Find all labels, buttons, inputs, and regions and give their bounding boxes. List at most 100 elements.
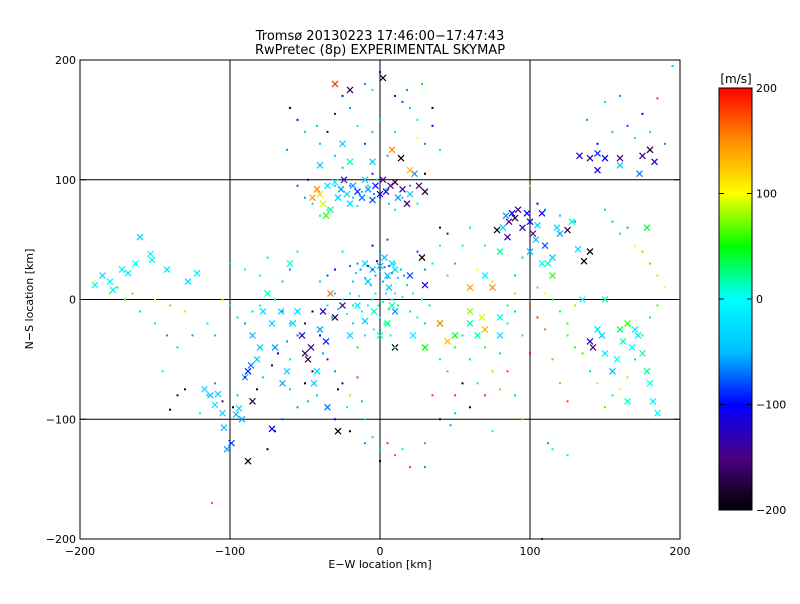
velocity-cross-marker: [523, 209, 531, 217]
velocity-dot-marker: [529, 304, 531, 307]
velocity-dot-marker: [394, 292, 396, 295]
velocity-cross-marker: [499, 224, 507, 232]
velocity-dot-marker: [409, 466, 411, 469]
velocity-cross-marker: [421, 188, 429, 196]
velocity-dot-marker: [439, 148, 441, 151]
velocity-dot-marker: [124, 298, 126, 301]
velocity-dot-marker: [334, 112, 336, 115]
velocity-cross-marker: [601, 296, 609, 303]
velocity-dot-marker: [454, 262, 456, 265]
velocity-cross-marker: [364, 278, 372, 285]
velocity-dot-marker: [634, 244, 636, 247]
velocity-dot-marker: [544, 328, 546, 331]
velocity-dot-marker: [355, 272, 357, 275]
velocity-dot-marker: [364, 418, 366, 421]
velocity-dot-marker: [386, 276, 389, 279]
data-points: [91, 64, 674, 540]
velocity-cross-marker: [504, 233, 511, 241]
velocity-dot-marker: [469, 358, 471, 361]
velocity-dot-marker: [484, 346, 486, 349]
y-tick-label: −100: [46, 413, 76, 426]
velocity-dot-marker: [367, 184, 369, 187]
velocity-dot-marker: [431, 262, 434, 265]
velocity-dot-marker: [484, 394, 486, 397]
velocity-dot-marker: [373, 193, 375, 196]
velocity-dot-marker: [356, 262, 359, 265]
velocity-dot-marker: [356, 346, 359, 349]
velocity-dot-marker: [367, 304, 369, 307]
velocity-cross-marker: [526, 218, 534, 226]
velocity-dot-marker: [281, 310, 284, 313]
velocity-cross-marker: [586, 337, 594, 345]
velocity-cross-marker: [594, 166, 601, 174]
velocity-dot-marker: [374, 292, 377, 295]
velocity-dot-marker: [184, 388, 186, 391]
velocity-dot-marker: [352, 280, 354, 283]
velocity-dot-marker: [206, 322, 209, 325]
velocity-dot-marker: [394, 130, 396, 133]
velocity-cross-marker: [207, 391, 214, 399]
velocity-dot-marker: [341, 382, 344, 385]
velocity-dot-marker: [421, 298, 423, 301]
velocity-cross-marker: [340, 176, 348, 184]
velocity-dot-marker: [409, 184, 411, 187]
velocity-dot-marker: [251, 310, 254, 313]
velocity-cross-marker: [147, 250, 154, 258]
velocity-cross-marker: [253, 355, 261, 363]
velocity-cross-marker: [304, 355, 312, 363]
velocity-dot-marker: [379, 250, 381, 253]
velocity-cross-marker: [493, 226, 501, 234]
velocity-dot-marker: [358, 294, 360, 297]
velocity-cross-marker: [132, 260, 139, 267]
velocity-dot-marker: [544, 292, 546, 295]
velocity-dot-marker: [619, 94, 621, 97]
velocity-dot-marker: [271, 364, 273, 367]
velocity-cross-marker: [322, 212, 330, 220]
velocity-cross-marker: [271, 343, 279, 351]
velocity-cross-marker: [594, 149, 601, 157]
velocity-cross-marker: [564, 226, 571, 234]
velocity-cross-marker: [331, 178, 339, 186]
velocity-dot-marker: [634, 358, 636, 361]
velocity-dot-marker: [109, 292, 111, 295]
velocity-dot-marker: [499, 388, 501, 391]
velocity-dot-marker: [356, 124, 359, 127]
velocity-dot-marker: [428, 304, 431, 307]
velocity-dot-marker: [514, 310, 516, 313]
colorbar-unit-label: [m/s]: [720, 72, 751, 86]
velocity-cross-marker: [394, 194, 402, 202]
velocity-cross-marker: [391, 178, 399, 186]
velocity-cross-marker: [496, 332, 504, 339]
velocity-dot-marker: [371, 436, 374, 439]
y-tick-label: 100: [55, 174, 76, 187]
velocity-cross-marker: [651, 158, 658, 166]
velocity-dot-marker: [376, 178, 378, 181]
velocity-dot-marker: [394, 208, 396, 211]
velocity-dot-marker: [229, 304, 231, 307]
velocity-cross-marker: [646, 379, 654, 387]
velocity-dot-marker: [356, 205, 359, 208]
velocity-dot-marker: [491, 370, 494, 373]
velocity-cross-marker: [411, 170, 418, 178]
velocity-cross-marker: [568, 218, 576, 226]
velocity-cross-marker: [639, 349, 646, 357]
velocity-dot-marker: [377, 304, 380, 307]
velocity-dot-marker: [221, 298, 224, 301]
velocity-dot-marker: [214, 334, 216, 337]
velocity-dot-marker: [446, 274, 449, 277]
x-axis-label: E−W location [km]: [328, 558, 431, 571]
velocity-cross-marker: [307, 343, 315, 351]
velocity-cross-marker: [313, 185, 321, 193]
velocity-dot-marker: [566, 400, 569, 403]
velocity-dot-marker: [376, 260, 378, 263]
velocity-cross-marker: [324, 403, 331, 411]
velocity-cross-marker: [99, 272, 106, 279]
velocity-cross-marker: [337, 185, 345, 193]
velocity-dot-marker: [385, 292, 387, 295]
velocity-dot-marker: [491, 280, 494, 283]
velocity-dot-marker: [611, 220, 614, 223]
colorbar-tick-label: −200: [756, 504, 786, 517]
velocity-cross-marker: [286, 260, 294, 267]
velocity-dot-marker: [367, 264, 369, 267]
